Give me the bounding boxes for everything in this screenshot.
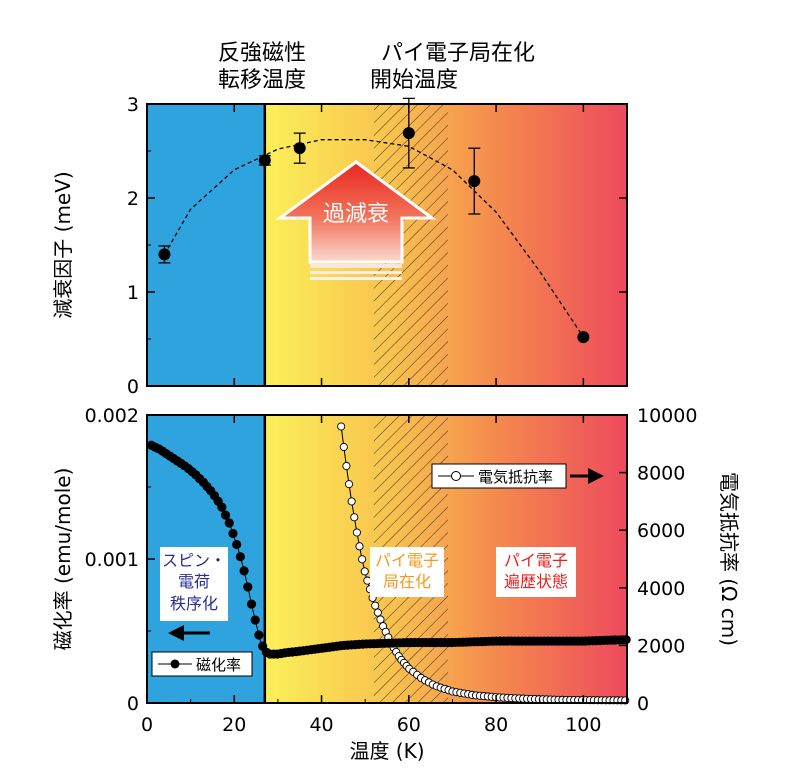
top-data-points <box>158 127 590 344</box>
top-data-point <box>468 175 481 188</box>
right-axis-arrow <box>570 468 604 484</box>
x-tick-label: 100 <box>565 714 601 736</box>
legend-resistivity: 電気抵抗率 <box>431 463 567 489</box>
left-y-tick-label: 0 <box>127 693 139 715</box>
overdamping-label: 過減衰 <box>323 202 389 227</box>
resistivity-point <box>355 542 364 551</box>
legend-susceptibility-label: 磁化率 <box>196 656 241 674</box>
resistivity-point <box>360 567 369 576</box>
susceptibility-point <box>235 552 245 562</box>
resistivity-point <box>373 608 382 617</box>
top-x-ticks <box>146 104 585 386</box>
blue-label-1: スピン・ <box>162 551 226 570</box>
red-label-1: パイ電子 <box>504 551 568 570</box>
left-y-tick-label: 0.001 <box>85 549 139 571</box>
resistivity-point <box>358 555 367 564</box>
top-y-tick-label: 0 <box>127 376 139 398</box>
bottom-x-axis: 0 20 40 60 80 100 <box>141 415 601 736</box>
resistivity-point <box>352 528 361 537</box>
susceptibility-point <box>217 502 227 512</box>
x-tick-label: 20 <box>222 714 246 736</box>
resistivity-point <box>371 601 380 610</box>
susceptibility-points <box>146 440 631 659</box>
red-label-2: 遍歴状態 <box>504 572 568 591</box>
arrow-stripe <box>310 277 402 280</box>
susceptibility-point <box>254 630 264 640</box>
top-data-point <box>158 248 171 261</box>
legend-open-circle <box>451 471 461 481</box>
right-y-tick-label: 6000 <box>637 520 685 542</box>
right-y-tick-label: 2000 <box>637 635 685 657</box>
resistivity-point <box>376 615 385 624</box>
bottom-left-y-label: 磁化率 (emu/mole) <box>51 468 75 651</box>
resistivity-point <box>347 497 356 506</box>
susceptibility-point <box>250 615 260 625</box>
susceptibility-point <box>220 510 231 520</box>
resistivity-point <box>363 576 372 585</box>
bottom-panel: スピン・ 電荷 秩序化 パイ電子 局在化 パイ電子 遍歴状態 <box>51 405 741 763</box>
right-y-tick-label: 10000 <box>637 405 697 427</box>
top-y-tick-label: 2 <box>127 188 139 210</box>
left-y-tick-label: 0.002 <box>85 405 139 427</box>
x-tick-label: 60 <box>397 714 421 736</box>
pi-label-line2: 開始温度 <box>370 68 458 93</box>
resistivity-point <box>339 442 348 452</box>
arrow-stripe <box>310 264 402 268</box>
top-y-axis-label: 減衰因子 (meV) <box>51 171 75 318</box>
susceptibility-point <box>243 582 253 592</box>
right-y-tick-label: 0 <box>637 693 649 715</box>
x-tick-label: 40 <box>309 714 333 736</box>
right-y-tick-label: 8000 <box>637 463 685 485</box>
resistivity-point <box>350 513 359 522</box>
bottom-right-y-axis: 0 2000 4000 6000 8000 10000 <box>619 405 697 715</box>
top-data-point <box>402 127 415 140</box>
top-y-tick-label: 1 <box>127 282 139 304</box>
blue-label-3: 秩序化 <box>170 594 218 613</box>
region-label-blue: スピン・ 電荷 秩序化 <box>160 547 228 621</box>
top-y-tick-label: 3 <box>127 94 139 116</box>
resistivity-point <box>337 422 346 431</box>
region-label-yellow: パイ電子 局在化 <box>370 547 444 597</box>
x-axis-label: 温度 (K) <box>349 739 424 763</box>
resistivity-point <box>344 480 354 489</box>
top-panel: 過減衰 0 1 2 3 減衰因子 (meV) <box>51 94 628 398</box>
arrow-stripe <box>310 271 402 274</box>
top-data-point <box>258 154 271 167</box>
legend-resistivity-label: 電気抵抗率 <box>478 468 553 486</box>
left-axis-arrow <box>168 625 210 641</box>
resistivity-point <box>342 461 351 471</box>
bottom-left-y-axis: 0 0.001 0.002 <box>85 405 155 715</box>
yellow-label-1: パイ電子 <box>375 551 439 570</box>
yellow-label-2: 局在化 <box>383 572 431 591</box>
blue-label-2: 電荷 <box>178 572 210 591</box>
top-data-point <box>577 331 590 344</box>
afm-label-line2: 転移温度 <box>218 68 306 93</box>
top-blue-region <box>147 104 265 386</box>
top-fit-curve <box>163 139 584 338</box>
susceptibility-point <box>224 518 234 528</box>
susceptibility-point <box>228 528 238 539</box>
top-y-axis: 0 1 2 3 <box>127 94 627 398</box>
susceptibility-point <box>232 539 242 550</box>
right-y-tick-label: 4000 <box>637 578 685 600</box>
afm-label-line1: 反強磁性 <box>218 41 306 66</box>
overdamping-arrow: 過減衰 <box>275 160 437 280</box>
legend-susceptibility: 磁化率 <box>151 651 253 677</box>
legend-filled-circle <box>170 659 180 669</box>
region-label-red: パイ電子 遍歴状態 <box>496 547 576 597</box>
pi-label-line1: パイ電子局在化 <box>381 41 535 66</box>
x-tick-label: 80 <box>484 714 508 736</box>
susceptibility-point <box>239 566 249 576</box>
x-tick-label: 0 <box>141 714 153 736</box>
susceptibility-point <box>246 599 257 609</box>
bottom-right-y-label: 電気抵抗率 (Ω cm) <box>717 472 741 646</box>
top-data-point <box>293 142 306 155</box>
